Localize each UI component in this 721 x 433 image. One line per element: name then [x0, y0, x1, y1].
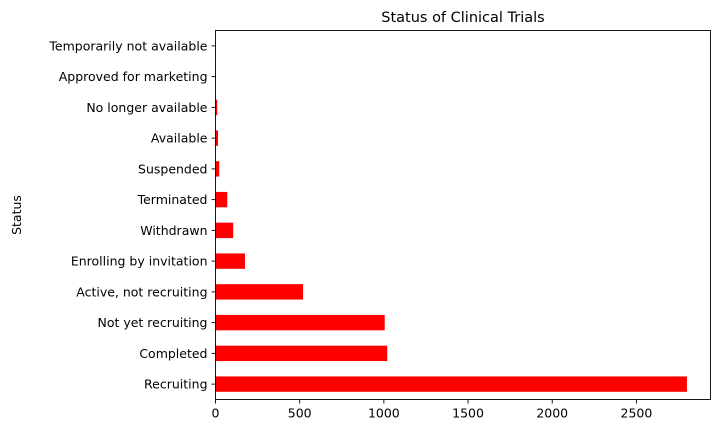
- bar-recruiting: [215, 376, 687, 392]
- y-tick-label: Not yet recruiting: [97, 315, 207, 330]
- y-tick-label: No longer available: [86, 100, 207, 115]
- y-tick-label: Terminated: [137, 192, 208, 207]
- bars-group: [215, 38, 687, 392]
- x-tick-label: 0: [212, 406, 220, 421]
- bar-completed: [215, 345, 388, 362]
- y-tick-label: Completed: [139, 346, 207, 361]
- y-axis-label: Status: [9, 195, 24, 235]
- chart-title: Status of Clinical Trials: [381, 10, 544, 26]
- x-tick-label: 2500: [621, 406, 653, 421]
- bar-no-longer-available: [215, 99, 218, 116]
- bar-not-yet-recruiting: [215, 314, 385, 331]
- bar-enrolling-by-invitation: [215, 253, 245, 269]
- bar-terminated: [215, 191, 228, 208]
- y-tick-label: Suspended: [138, 161, 207, 176]
- bar-available: [215, 130, 219, 146]
- x-tick-label: 2000: [536, 406, 568, 421]
- bar-withdrawn: [215, 222, 234, 239]
- plot-frame: [215, 30, 711, 400]
- y-tick-label: Withdrawn: [140, 223, 207, 238]
- x-tick-label: 1500: [452, 406, 484, 421]
- x-tick-label: 500: [288, 406, 312, 421]
- y-tick-label: Active, not recruiting: [76, 284, 207, 299]
- y-tick-label: Approved for marketing: [59, 69, 208, 84]
- bar-active-not-recruiting: [215, 284, 304, 300]
- bar-suspended: [215, 161, 220, 177]
- y-tick-label: Enrolling by invitation: [71, 254, 208, 269]
- y-tick-label: Temporarily not available: [48, 38, 207, 53]
- y-tick-label: Recruiting: [144, 377, 207, 392]
- x-ticks-group: 0 500 1000 1500 2000 2500: [212, 399, 653, 421]
- y-tick-label: Available: [151, 131, 208, 146]
- x-tick-label: 1000: [368, 406, 400, 421]
- y-ticks-group: Recruiting Completed Not yet recruiting Act…: [48, 38, 216, 392]
